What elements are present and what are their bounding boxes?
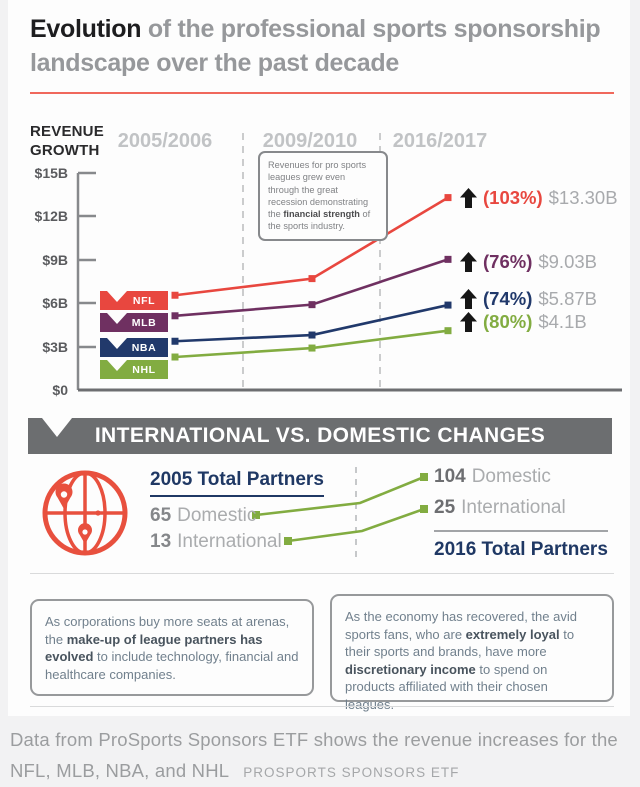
annotation-nfl: (103%) $13.30B [460, 186, 618, 210]
flag-nfl: NFL [100, 291, 168, 310]
flag-label: NBA [131, 341, 157, 354]
partners-13-international: 13 International [150, 531, 282, 552]
y-tick-6B: $6B [42, 295, 68, 312]
partners-2005-title: 2005 Total Partners [150, 469, 324, 497]
divider [30, 573, 614, 574]
up-arrow-icon [460, 188, 477, 208]
y-tick-12B: $12B [34, 208, 68, 225]
callout-sports-fans: As the economy has recovered, the avid s… [330, 594, 614, 712]
final-revenue: $4.1B [538, 311, 587, 332]
final-revenue: $9.03B [538, 251, 597, 272]
partners-65-domestic: 65 Domestic [150, 505, 257, 526]
growth-percent: (80%) [483, 311, 533, 332]
flag-nba: NBA [100, 338, 168, 357]
partners-25-international: 25 International [434, 497, 566, 518]
page-title: Evolution of the professional sports spo… [30, 12, 622, 80]
marker-MLB [444, 255, 452, 263]
caption-line1: Data from ProSports Sponsors ETF shows t… [10, 729, 618, 750]
image-caption: Data from ProSports Sponsors ETF shows t… [10, 724, 632, 787]
up-arrow-icon [460, 289, 477, 309]
y-axis-title: REVENUE GROWTH [30, 123, 104, 159]
marker-MLB [171, 312, 179, 320]
line-NBA [174, 303, 449, 343]
growth-percent: (76%) [483, 251, 533, 272]
marker-NBA [444, 301, 452, 309]
y-axis [76, 171, 96, 390]
callout-league-partners: As corporations buy more seats at arenas… [30, 599, 314, 696]
banner-title: INTERNATIONAL VS. DOMESTIC CHANGES [94, 424, 546, 447]
growth-percent: (74%) [483, 288, 533, 309]
caption-source: PROSPORTS SPONSORS ETF [243, 765, 460, 780]
marker-NBA [171, 337, 179, 345]
growth-percent: (103%) [483, 187, 543, 208]
period-header-2009-2010: 2009/2010 [262, 130, 358, 152]
divider [30, 706, 614, 707]
marker-NHL [171, 353, 179, 361]
flag-label: NHL [132, 363, 156, 376]
y-tick-9B: $9B [42, 251, 68, 268]
marker-MLB [308, 301, 316, 309]
marker-NFL [444, 194, 452, 202]
partners-2016-title: 2016 Total Partners [434, 530, 608, 561]
y-tick-3B: $3B [42, 338, 68, 355]
flag-label: MLB [131, 316, 157, 329]
caption-line2: NFL, MLB, NBA, and NHL PROSPORTS SPONSORS… [10, 760, 460, 781]
y-tick-0: $0 [52, 382, 68, 398]
flag-label: NFL [132, 294, 156, 307]
recession-note: Revenues for pro sports leagues grew eve… [258, 151, 388, 241]
globe-icon [42, 470, 128, 556]
flag-nhl: NHL [100, 360, 168, 379]
final-revenue: $5.87B [538, 288, 597, 309]
period-header-2016-2017: 2016/2017 [392, 130, 488, 152]
marker-NFL [308, 275, 316, 283]
y-tick-15B: $15B [34, 164, 68, 181]
title-underline [30, 92, 614, 94]
partners-104-domestic: 104 Domestic [434, 466, 551, 487]
title-bold: Evolution [30, 15, 142, 43]
flag-mlb: MLB [100, 313, 168, 332]
line-NHL [174, 329, 449, 359]
annotation-nhl: (80%) $4.1B [460, 310, 587, 334]
marker-NFL [171, 291, 179, 299]
infographic-card: Evolution of the professional sports spo… [8, 0, 630, 716]
international-trend-line [287, 507, 425, 543]
line-MLB [174, 258, 449, 318]
up-arrow-icon [460, 252, 477, 272]
section-banner: INTERNATIONAL VS. DOMESTIC CHANGES [28, 418, 612, 454]
annotation-nba: (74%) $5.87B [460, 287, 597, 311]
annotation-mlb: (76%) $9.03B [460, 250, 597, 274]
pin-icon [78, 523, 92, 544]
marker-NHL [444, 327, 452, 335]
pin-icon [55, 483, 73, 509]
marker-NBA [308, 331, 316, 339]
final-revenue: $13.30B [548, 187, 618, 208]
period-header-2005-2006: 2005/2006 [117, 130, 213, 152]
title-rest: of the professional sports sponsorship l… [30, 15, 601, 77]
marker-NHL [308, 344, 316, 352]
up-arrow-icon [460, 312, 477, 332]
